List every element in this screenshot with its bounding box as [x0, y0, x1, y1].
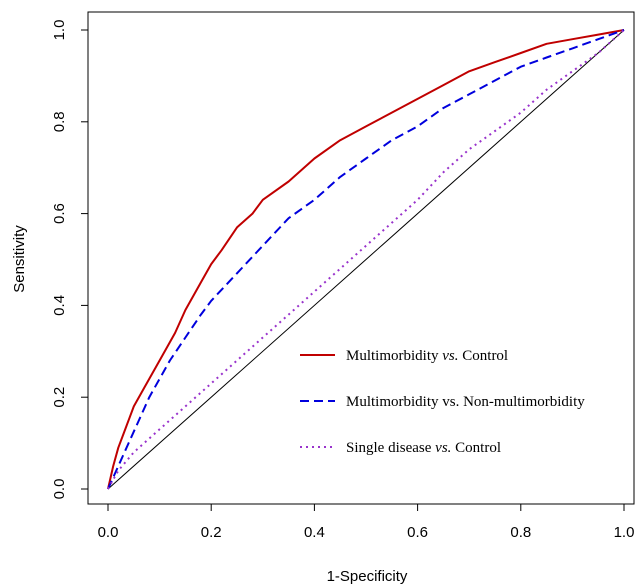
reference-diagonal-line — [107, 29, 625, 490]
y-tick-label: 0.2 — [51, 387, 68, 408]
legend-label-part: vs. — [435, 440, 451, 456]
x-tick-label: 0.6 — [407, 524, 428, 541]
x-tick-label: 0.0 — [98, 524, 119, 541]
legend-label-2: Multimorbidity vs. Non-multimorbidity — [346, 394, 585, 410]
legend-label-3: Single disease vs. Control — [346, 440, 501, 456]
y-axis-title: Sensitivity — [11, 225, 28, 293]
legend-label-1: Multimorbidity vs. Control — [346, 348, 508, 364]
series-line-2 — [107, 29, 625, 490]
legend-label-part: Single disease — [346, 440, 435, 456]
axis-layer: 0.0 0.2 0.4 0.6 0.8 1.0 0.0 0.2 0.4 0.6 0.8 1.0 — [51, 20, 634, 541]
series-line-3 — [107, 29, 625, 490]
x-tick-label: 0.8 — [510, 524, 531, 541]
legend-label-part: Control — [459, 348, 509, 364]
y-tick-label: 0.8 — [51, 111, 68, 132]
legend-label-part: vs. — [442, 348, 458, 364]
series-layer — [107, 29, 625, 490]
y-tick-label: 1.0 — [51, 20, 68, 41]
y-tick-label: 0.6 — [51, 203, 68, 224]
x-axis-title: 1-Specificity — [327, 568, 408, 585]
series-line-1 — [107, 29, 625, 490]
legend-label-part: Multimorbidity vs. Non-multimorbidity — [346, 394, 585, 410]
legend-label-part: Multimorbidity — [346, 348, 442, 364]
reference-layer — [107, 29, 625, 490]
legend-label-part: Control — [451, 440, 501, 456]
y-tick-label: 0.0 — [51, 479, 68, 500]
x-tick-label: 1.0 — [614, 524, 635, 541]
y-tick-label: 0.4 — [51, 295, 68, 316]
x-tick-label: 0.2 — [201, 524, 222, 541]
x-tick-label: 0.4 — [304, 524, 325, 541]
legend: Multimorbidity vs. ControlMultimorbidity… — [300, 348, 585, 456]
